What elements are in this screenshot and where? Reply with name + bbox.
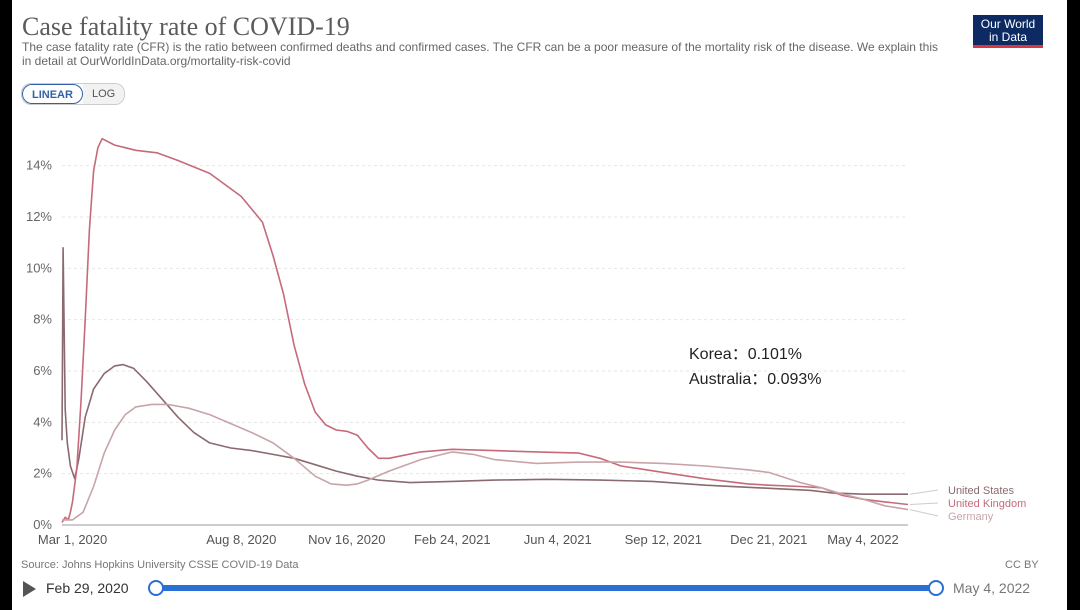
x-tick-label: Sep 12, 2021 [625, 532, 702, 547]
legend-label: United Kingdom [948, 498, 1026, 510]
y-tick-label: 2% [33, 466, 52, 481]
timeline-end-date: May 4, 2022 [953, 580, 1031, 596]
x-tick-label: Jun 4, 2021 [524, 532, 592, 547]
y-tick-label: 8% [33, 312, 52, 327]
chart-subtitle: The case fatality rate (CFR) is the rati… [22, 40, 938, 68]
chart-title: Case fatality rate of COVID-19 [22, 12, 350, 41]
timeline-end-handle[interactable] [928, 580, 944, 596]
source-note: Source: Johns Hopkins University CSSE CO… [21, 559, 299, 571]
timeline-slider[interactable] [155, 585, 935, 591]
play-icon[interactable] [23, 581, 36, 597]
legend-label: Germany [948, 511, 994, 523]
series-line [61, 247, 908, 495]
annotation-text: Korea：0.101% [689, 346, 802, 363]
y-tick-label: 4% [33, 414, 52, 429]
x-tick-label: Dec 21, 2021 [730, 532, 807, 547]
series-line [61, 137, 909, 523]
legend-connector [909, 502, 939, 505]
timeline-start-handle[interactable] [148, 580, 164, 596]
chart-page: Case fatality rate of COVID-19 The case … [12, 0, 1067, 610]
x-tick-label: Nov 16, 2020 [308, 532, 385, 547]
legend-label: United States [948, 485, 1015, 497]
x-tick-label: May 4, 2022 [827, 532, 899, 547]
license-link[interactable]: CC BY [1005, 559, 1039, 571]
scale-toggle: LINEAR LOG [21, 83, 126, 105]
owid-logo[interactable]: Our World in Data [973, 15, 1043, 48]
y-tick-label: 6% [33, 363, 52, 378]
y-tick-label: 14% [26, 158, 52, 173]
legend-connector [909, 509, 939, 517]
y-tick-label: 0% [33, 517, 52, 532]
annotation-text: Australia：0.093% [689, 371, 822, 388]
y-tick-label: 12% [26, 209, 52, 224]
x-tick-label: Mar 1, 2020 [38, 532, 107, 547]
line-chart: 0% 2% 4% 6% 8% 10% 12% 14% Mar 1, 2020 Aug 8, 20… [26, 137, 1026, 547]
legend-connector [909, 489, 939, 495]
linear-scale-button[interactable]: LINEAR [22, 84, 83, 104]
timeline-start-date: Feb 29, 2020 [46, 580, 129, 596]
x-tick-label: Feb 24, 2021 [414, 532, 491, 547]
logo-line-2: in Data [988, 30, 1028, 44]
logo-line-1: Our World [980, 17, 1036, 31]
log-scale-button[interactable]: LOG [82, 84, 125, 104]
y-tick-label: 10% [26, 260, 52, 275]
x-tick-label: Aug 8, 2020 [206, 532, 276, 547]
series-line [62, 403, 909, 521]
